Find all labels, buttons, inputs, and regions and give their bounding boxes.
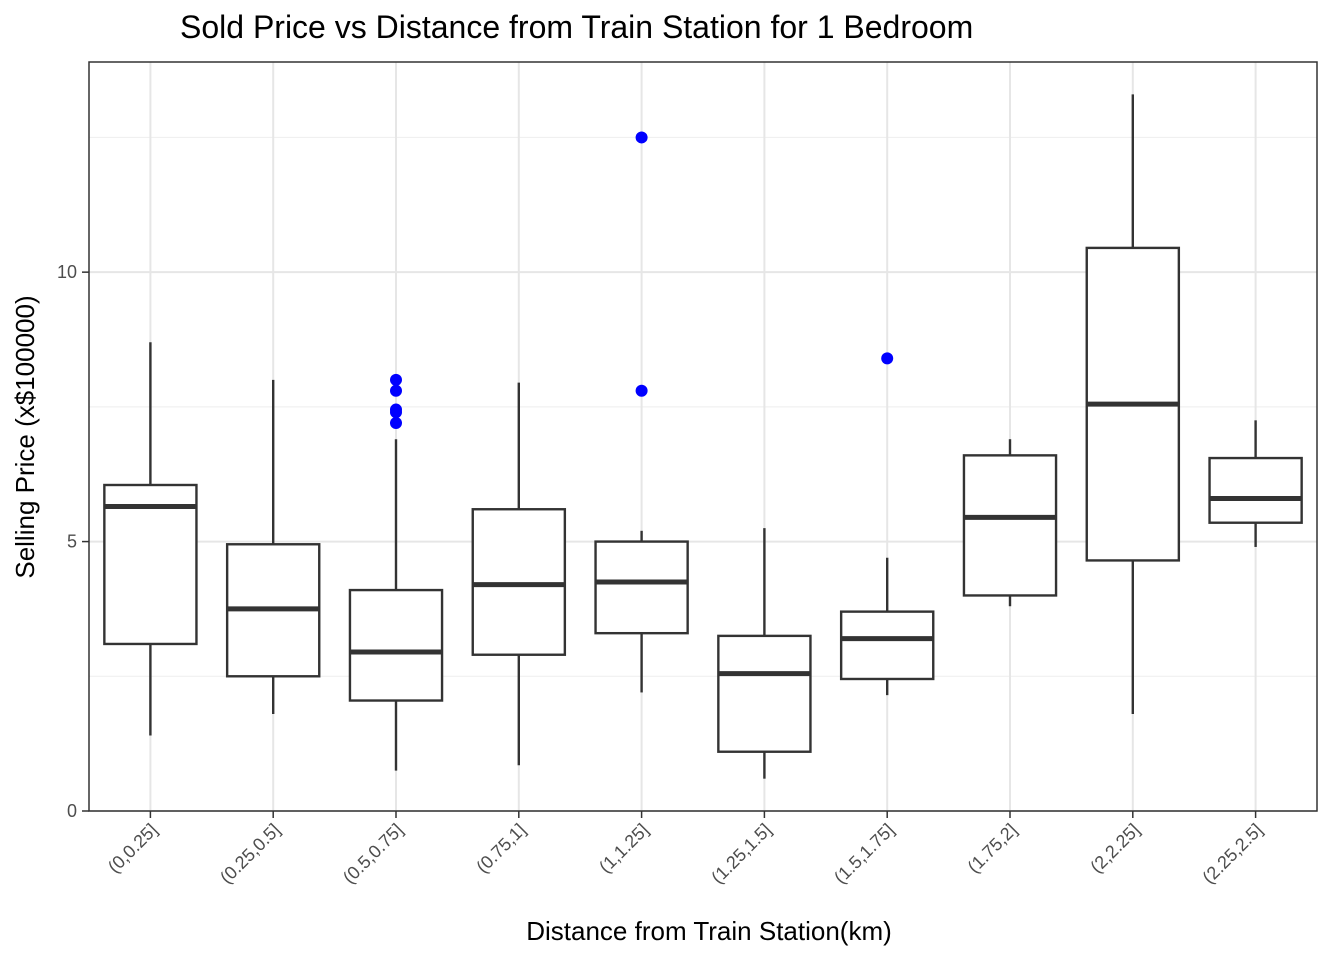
outlier-point [390,417,402,430]
box-iqr [962,454,1058,597]
box-group [1208,420,1303,547]
box-group [1085,94,1181,715]
outlier-point [635,384,648,397]
box-group [962,439,1058,607]
box-group [348,373,444,771]
y-tick-label: 10 [57,262,77,282]
x-tick-label: (0.5,0.75] [339,820,407,888]
box-group [225,379,321,715]
y-tick-label: 5 [67,532,77,552]
x-tick-label: (0,0.25] [104,820,161,877]
box-iqr [1208,456,1303,524]
outlier-point [635,131,648,144]
x-tick-label: (2,2.25] [1086,820,1143,877]
box-group [103,342,198,736]
x-tick-label: (1.75,2] [964,820,1021,877]
box-iqr [103,483,198,646]
panel-border [88,61,1318,812]
x-axis-title: Distance from Train Station(km) [526,916,892,946]
x-tick-label: (0.75,1] [472,820,529,877]
box-iqr [348,588,444,702]
x-tick-label: (1.25,1.5] [707,820,775,888]
x-tick-label: (1,1.25] [595,820,652,877]
y-axis-title: Selling Price (x$100000) [10,295,40,578]
box-iqr [717,634,812,753]
box-iqr [594,540,689,635]
box-group [471,382,567,766]
x-tick-label: (2.25,2.5] [1199,820,1267,888]
outlier-point [390,384,402,397]
box-group [839,352,935,696]
outlier-point [390,406,402,419]
x-tick-label: (1.5,1.75] [830,820,898,888]
outlier-point [390,373,402,386]
box-group [594,131,689,693]
x-tick-label: (0.25,0.5] [216,820,284,888]
box-group [717,528,812,779]
outlier-point [881,352,894,365]
y-tick-label: 0 [67,801,77,821]
box-iqr [471,508,567,656]
chart-title: Sold Price vs Distance from Train Statio… [180,9,973,45]
box-iqr [839,610,935,681]
plot-panel: 0 5 10 (0,0.25] (0.25,0.5] (0.5,0.75] (0.75,1]… [57,61,1318,888]
